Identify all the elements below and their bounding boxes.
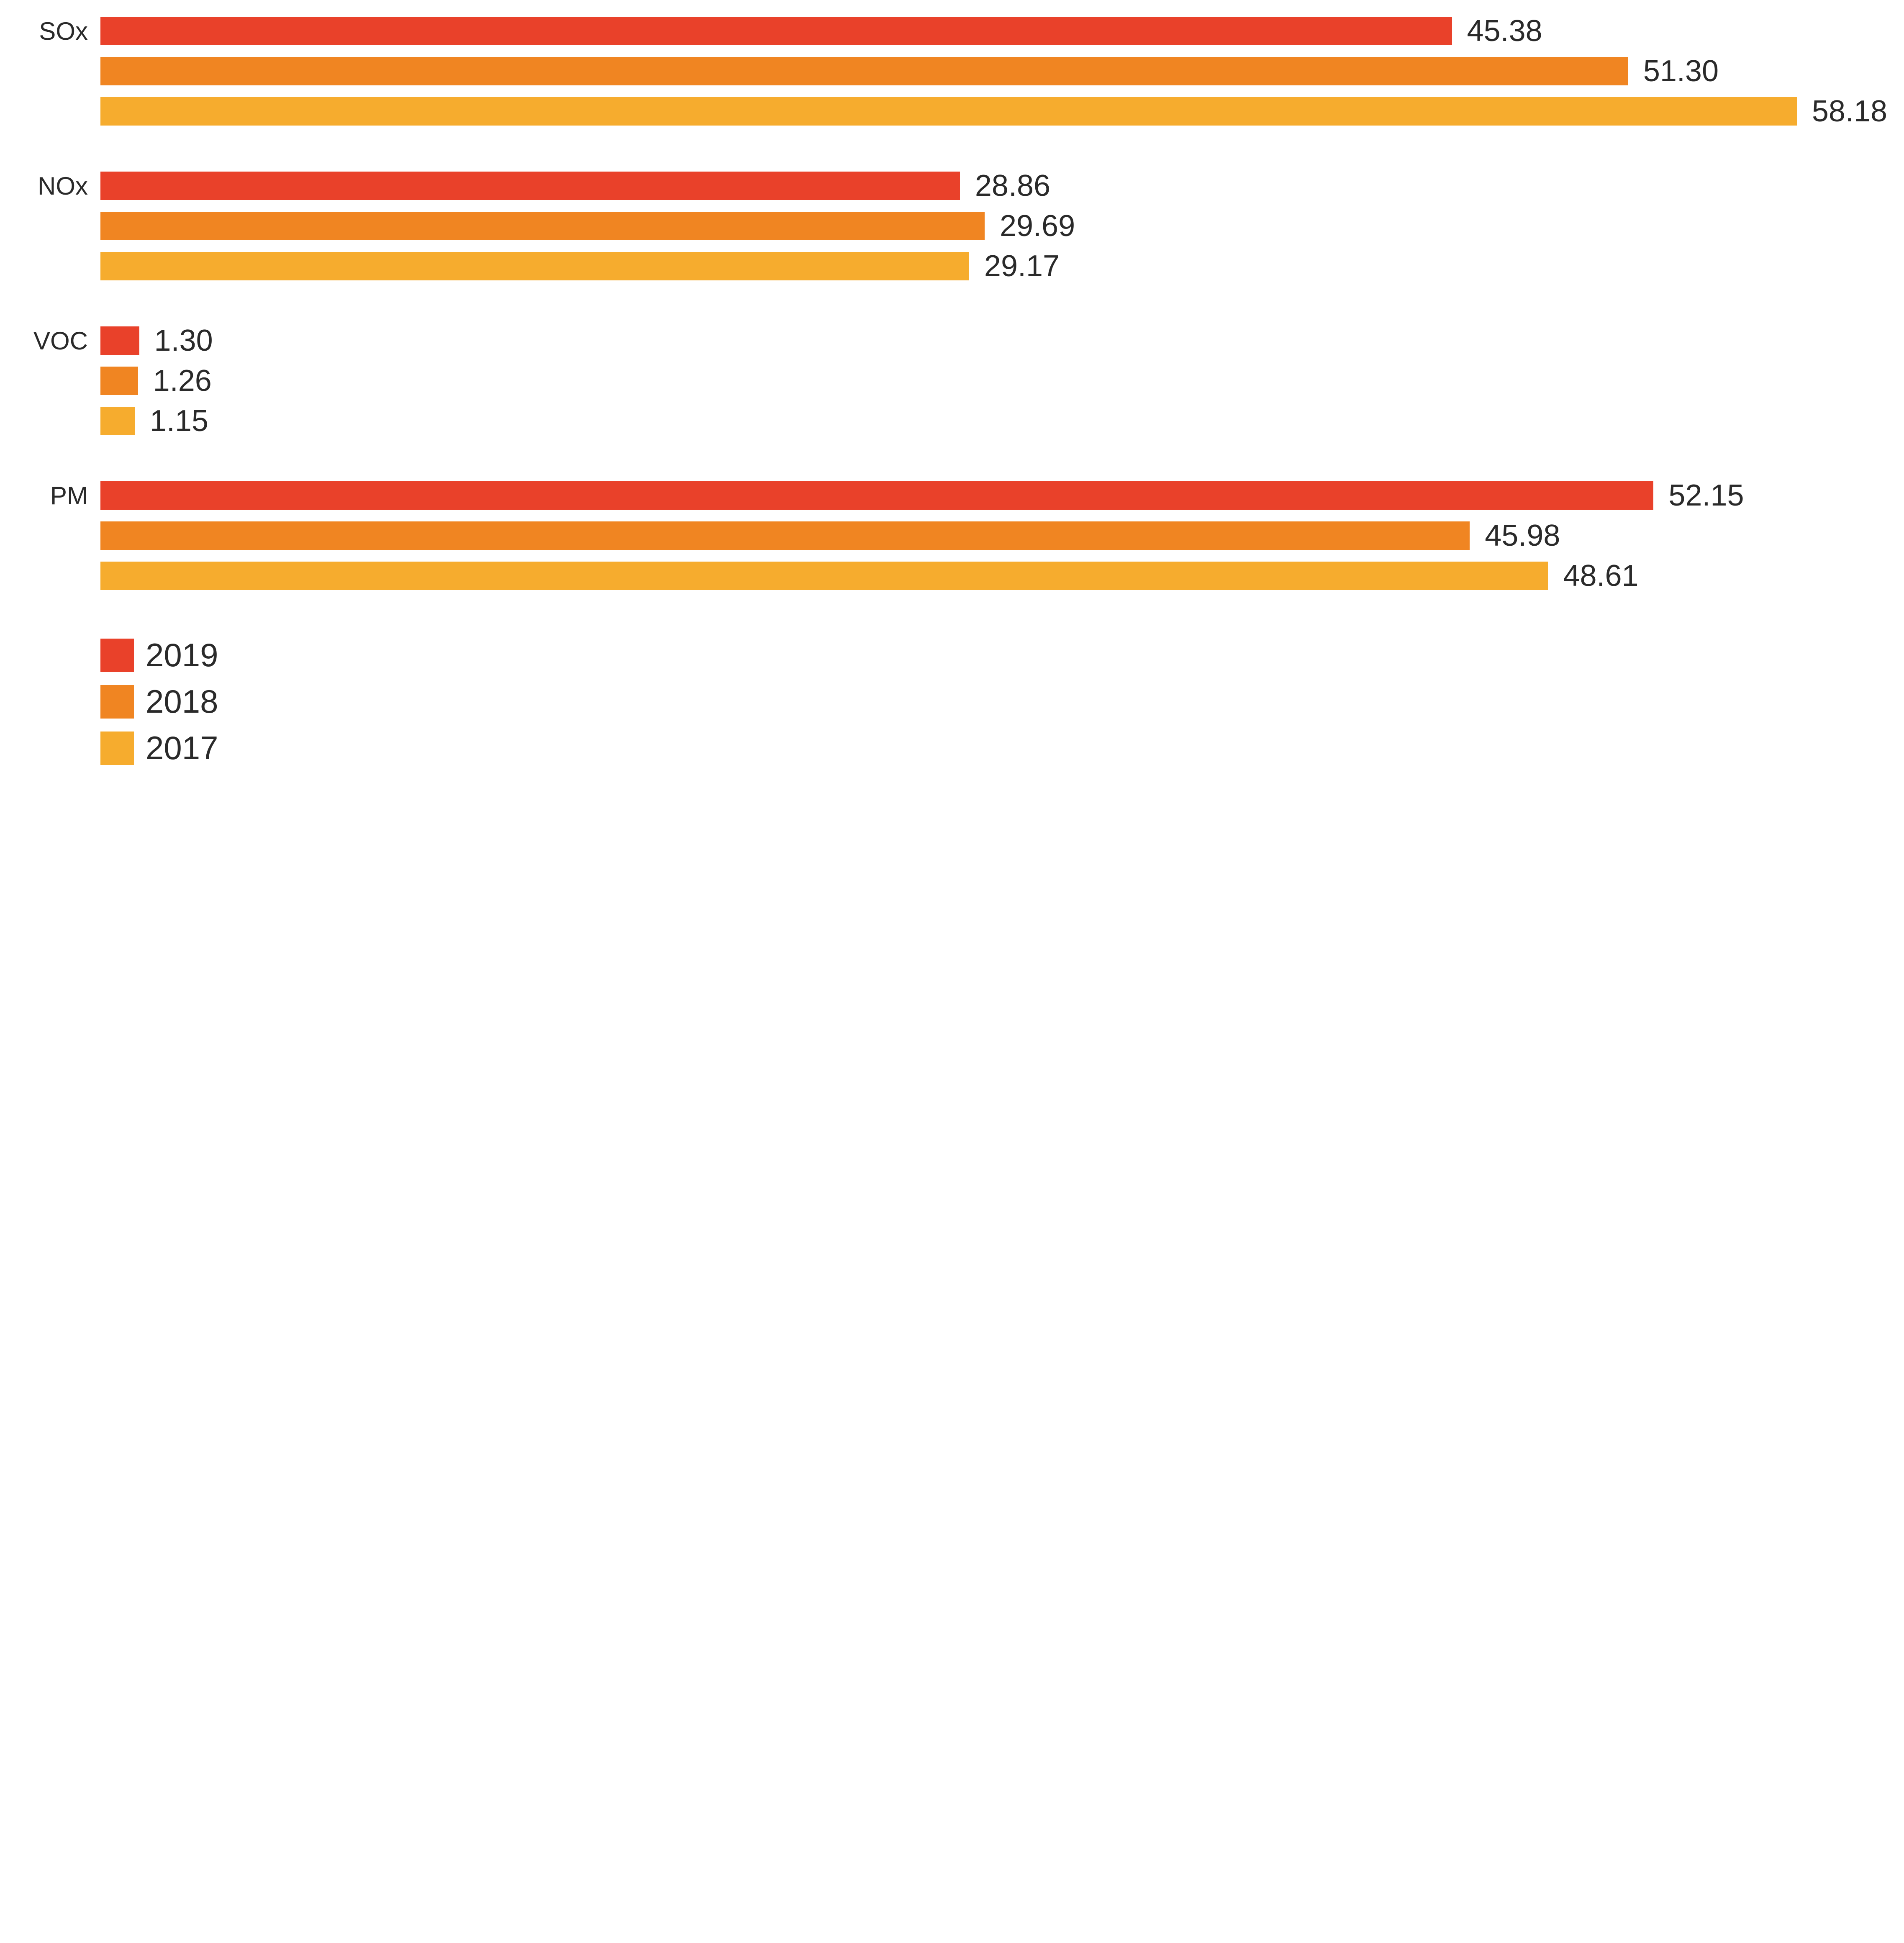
bar-row: NOx 28.86	[0, 172, 1887, 200]
bar-area: 51.30	[100, 54, 1887, 88]
bar-pm-2019	[100, 481, 1653, 510]
bar-area: 1.30	[100, 323, 1887, 358]
category-label: PM	[0, 481, 100, 510]
bar-voc-2019	[100, 326, 139, 355]
bar-area: 29.69	[100, 209, 1887, 243]
bar-row: 29.17	[0, 252, 1887, 280]
group-nox: NOx 28.86 29.69 29.17	[0, 172, 1887, 280]
bar-sox-2018	[100, 57, 1628, 85]
bar-nox-2019	[100, 172, 960, 200]
bar-row: SOx 45.38	[0, 17, 1887, 45]
value-label: 1.26	[138, 364, 212, 398]
bar-area: 28.86	[100, 169, 1887, 203]
bar-nox-2017	[100, 252, 969, 280]
bar-area: 45.98	[100, 518, 1887, 553]
value-label: 1.15	[135, 404, 208, 438]
bar-row: 29.69	[0, 212, 1887, 240]
bar-sox-2017	[100, 97, 1797, 126]
category-label: SOx	[0, 17, 100, 46]
bar-row: 48.61	[0, 562, 1887, 590]
bar-pm-2018	[100, 521, 1470, 550]
bar-row: VOC 1.30	[0, 326, 1887, 355]
value-label: 51.30	[1628, 54, 1719, 88]
legend-item-2019: 2019	[100, 636, 1887, 674]
value-label: 29.17	[969, 249, 1060, 283]
bar-area: 58.18	[100, 94, 1887, 128]
value-label: 45.38	[1452, 14, 1542, 48]
bar-pm-2017	[100, 562, 1548, 590]
bar-row: 51.30	[0, 57, 1887, 85]
bar-row: PM 52.15	[0, 481, 1887, 510]
value-label: 29.69	[985, 209, 1075, 243]
value-label: 1.30	[139, 323, 213, 358]
bar-voc-2017	[100, 407, 135, 435]
legend-label: 2018	[146, 683, 218, 721]
value-label: 28.86	[960, 169, 1050, 203]
legend-swatch	[100, 732, 134, 765]
legend-swatch	[100, 685, 134, 719]
legend-swatch	[100, 639, 134, 672]
legend-item-2018: 2018	[100, 683, 1887, 721]
group-sox: SOx 45.38 51.30 58.18	[0, 17, 1887, 126]
bar-sox-2019	[100, 17, 1452, 45]
bar-area: 45.38	[100, 14, 1887, 48]
value-label: 52.15	[1653, 478, 1744, 513]
group-pm: PM 52.15 45.98 48.61	[0, 481, 1887, 590]
bar-voc-2018	[100, 367, 138, 395]
bar-area: 48.61	[100, 559, 1887, 593]
legend-label: 2019	[146, 636, 218, 674]
legend-item-2017: 2017	[100, 729, 1887, 767]
bar-row: 45.98	[0, 521, 1887, 550]
value-label: 45.98	[1470, 518, 1560, 553]
emissions-bar-chart: SOx 45.38 51.30 58.18 NOx	[0, 0, 1904, 792]
bar-area: 1.26	[100, 364, 1887, 398]
group-voc: VOC 1.30 1.26 1.15	[0, 326, 1887, 435]
bar-row: 1.15	[0, 407, 1887, 435]
bar-area: 52.15	[100, 478, 1887, 513]
value-label: 58.18	[1797, 94, 1887, 128]
category-label: NOx	[0, 172, 100, 200]
bar-area: 29.17	[100, 249, 1887, 283]
bar-row: 58.18	[0, 97, 1887, 126]
bar-area: 1.15	[100, 404, 1887, 438]
bar-row: 1.26	[0, 367, 1887, 395]
bar-nox-2018	[100, 212, 985, 240]
legend: 2019 2018 2017	[100, 636, 1887, 767]
value-label: 48.61	[1548, 559, 1638, 593]
category-label: VOC	[0, 326, 100, 355]
legend-label: 2017	[146, 729, 218, 767]
